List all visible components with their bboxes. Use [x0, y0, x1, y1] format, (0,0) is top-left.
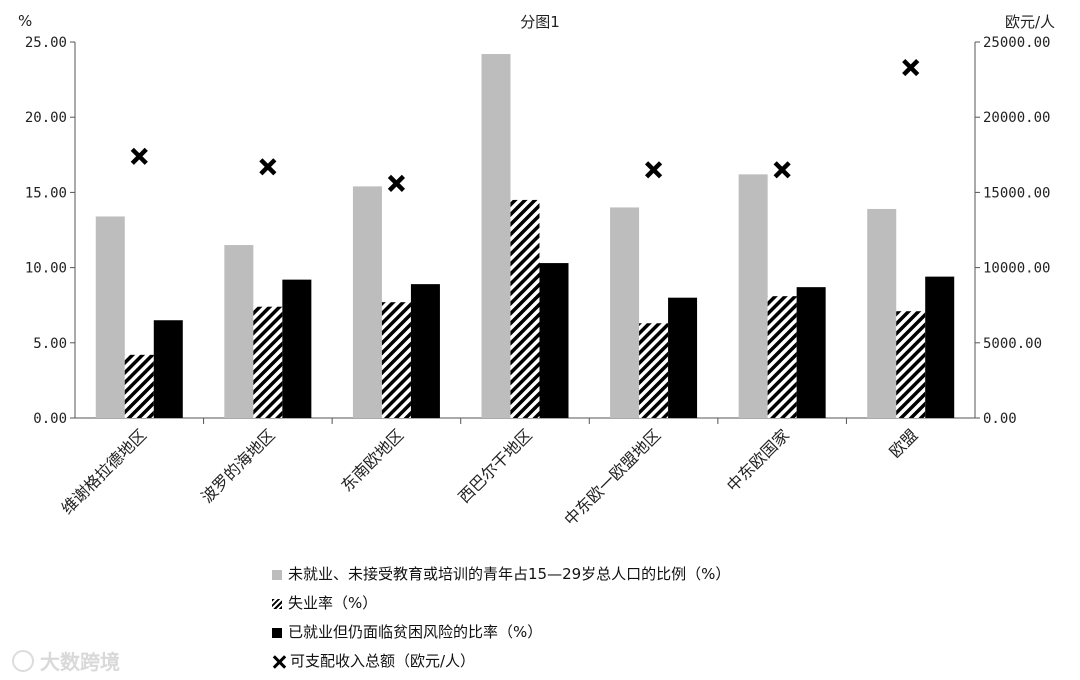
x-marker-icon [272, 655, 286, 669]
left-axis-unit: % [18, 12, 32, 30]
black-square-icon [272, 627, 282, 638]
right-tick-label: 25000.00 [983, 35, 1050, 51]
bar-black [539, 263, 569, 418]
income-markers [130, 58, 920, 192]
legend-label-neet: 未就业、未接受教育或培训的青年占15—29岁总人口的比例（%） [288, 565, 731, 583]
bars [95, 54, 955, 424]
legend-item-income: 可支配收入总额（欧元/人） [272, 647, 730, 676]
left-tick-label: 15.00 [25, 185, 67, 201]
legend-label-income: 可支配收入总额（欧元/人） [290, 652, 476, 670]
category-label: 中东欧一欧盟地区 [560, 425, 664, 529]
bar-gray [738, 174, 768, 418]
category-label: 东南欧地区 [337, 425, 407, 495]
category-label: 波罗的海地区 [197, 425, 278, 506]
gray-square-icon [272, 569, 282, 580]
bar-black [668, 297, 698, 418]
income-marker [259, 158, 277, 176]
left-tick-label: 25.00 [25, 35, 67, 51]
watermark-logo-icon [12, 649, 34, 672]
chart: 分图1 % 欧元/人 0.005.0010.0015.0020.0025.00 … [18, 12, 1055, 529]
bar-gray [610, 207, 640, 418]
bar-gray [481, 54, 511, 418]
right-tick-label: 0.00 [983, 411, 1017, 427]
bar-hatch [253, 306, 283, 418]
bar-hatch [124, 354, 154, 418]
right-tick-label: 10000.00 [983, 261, 1050, 277]
right-tick-label: 20000.00 [983, 110, 1050, 126]
bar-black [925, 276, 955, 418]
bar-hatch [767, 296, 797, 418]
bar-black [282, 279, 312, 418]
category-labels: 维谢格拉德地区 波罗的海地区 东南欧地区 西巴尔干地区 中东欧一欧盟地区 中东欧国家 欧盟 [57, 425, 921, 529]
category-label: 维谢格拉德地区 [57, 425, 150, 518]
bar-gray [352, 186, 382, 418]
left-tick-label: 0.00 [33, 411, 67, 427]
income-marker [902, 58, 920, 77]
left-tick-label: 5.00 [33, 336, 67, 352]
bar-hatch [896, 311, 926, 418]
bar-black [796, 287, 826, 418]
watermark: 大数跨境 [12, 646, 120, 675]
income-marker [130, 147, 148, 165]
watermark-text: 大数跨境 [40, 650, 120, 674]
bar-hatch [510, 199, 540, 418]
chart-title: 分图1 [520, 13, 560, 31]
left-tick-label: 20.00 [25, 110, 67, 126]
legend-item-neet: 未就业、未接受教育或培训的青年占15—29岁总人口的比例（%） [272, 560, 730, 589]
legend-item-unemployment: 失业率（%） [272, 589, 730, 618]
left-tick-label: 10.00 [25, 261, 67, 277]
left-axis-ticks: 0.00 5.00 10.00 15.00 20.00 25.00 [25, 35, 75, 427]
category-label: 中东欧国家 [723, 425, 793, 495]
bar-gray [95, 216, 125, 418]
bar-gray [867, 208, 897, 418]
bar-black [410, 284, 440, 418]
bar-hatch [381, 302, 411, 418]
legend: 未就业、未接受教育或培训的青年占15—29岁总人口的比例（%） 失业率（%） 已… [272, 560, 730, 676]
legend-item-working-poor: 已就业但仍面临贫困风险的比率（%） [272, 618, 730, 647]
bar-hatch [639, 323, 669, 418]
bar-gray [224, 245, 254, 418]
income-marker [644, 161, 663, 179]
legend-label-working-poor: 已就业但仍面临贫困风险的比率（%） [288, 623, 543, 641]
category-label: 欧盟 [885, 425, 921, 461]
income-marker [773, 161, 791, 179]
legend-label-unemployment: 失业率（%） [288, 594, 378, 612]
category-label: 西巴尔干地区 [455, 425, 536, 506]
hatched-square-icon [272, 598, 282, 609]
right-axis-ticks: 0.00 5000.00 10000.00 15000.00 20000.00 25000… [975, 35, 1050, 427]
right-axis-unit: 欧元/人 [1005, 13, 1055, 31]
income-marker [387, 174, 406, 192]
bar-black [153, 320, 183, 418]
right-tick-label: 15000.00 [983, 185, 1050, 201]
right-tick-label: 5000.00 [983, 336, 1042, 352]
